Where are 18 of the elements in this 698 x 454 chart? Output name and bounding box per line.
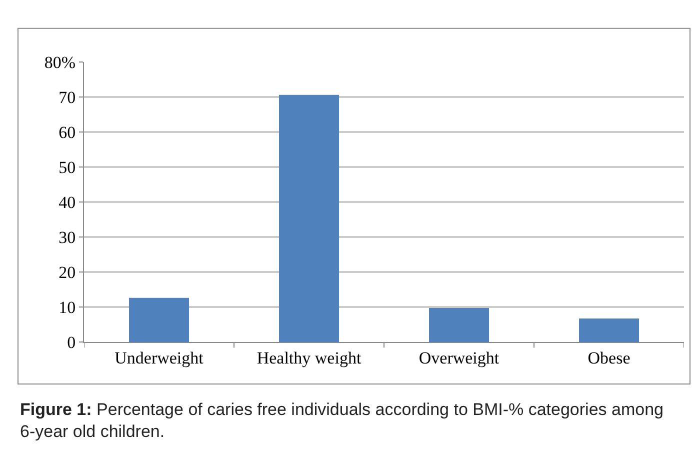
y-tick-label: 80%: [44, 52, 76, 72]
bar: [129, 298, 189, 342]
bar: [429, 308, 489, 342]
x-tick-label: Obese: [588, 348, 630, 368]
bar: [279, 94, 339, 342]
y-tick-label: 20: [58, 262, 76, 282]
y-tick-label: 50: [58, 158, 76, 177]
y-tick-label: 10: [58, 298, 76, 317]
x-tick-label: Healthy weight: [256, 348, 362, 368]
y-tick-label: 70: [58, 88, 76, 107]
y-tick-label: 60: [58, 122, 76, 142]
bar: [579, 318, 639, 342]
x-tick-label: Overweight: [418, 348, 500, 368]
x-tick-label: Underweight: [114, 348, 204, 368]
y-tick-label: 40: [58, 192, 76, 212]
caption: Figure 1: Percentage of caries free individuals according to BMI-% categories among 6-year old children.: [20, 400, 664, 442]
y-tick-label: 30: [58, 228, 76, 247]
y-tick-label: 0: [67, 332, 76, 352]
